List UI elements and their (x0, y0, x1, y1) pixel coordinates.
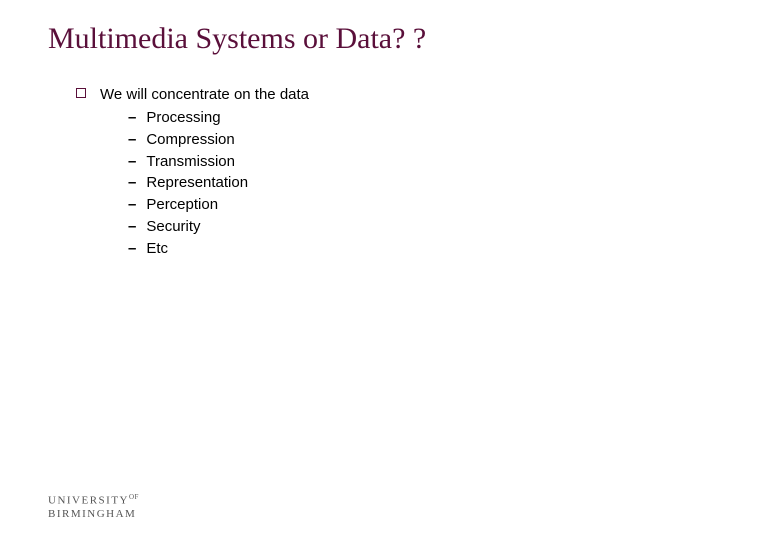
bullet-item: We will concentrate on the data (76, 84, 732, 105)
list-item: – Representation (128, 172, 732, 194)
dash-icon: – (128, 216, 136, 238)
lead-text: We will concentrate on the data (100, 84, 309, 105)
logo-of: OF (129, 493, 139, 501)
list-item-label: Security (146, 216, 200, 238)
list-item: – Security (128, 216, 732, 238)
dash-icon: – (128, 107, 136, 129)
logo-university: UNIVERSITY (48, 495, 129, 507)
list-item-label: Transmission (146, 151, 235, 173)
list-item-label: Etc (146, 238, 168, 260)
slide-title: Multimedia Systems or Data? ? (48, 22, 732, 56)
university-logo: UNIVERSITYOF BIRMINGHAM (48, 493, 139, 520)
list-item-label: Processing (146, 107, 220, 129)
list-item-label: Perception (146, 194, 218, 216)
list-item: – Etc (128, 238, 732, 260)
dash-icon: – (128, 172, 136, 194)
list-item-label: Representation (146, 172, 248, 194)
slide-content: We will concentrate on the data – Proces… (48, 84, 732, 259)
list-item: – Transmission (128, 151, 732, 173)
sublist: – Processing – Compression – Transmissio… (76, 107, 732, 259)
dash-icon: – (128, 129, 136, 151)
dash-icon: – (128, 151, 136, 173)
dash-icon: – (128, 238, 136, 260)
list-item-label: Compression (146, 129, 234, 151)
list-item: – Perception (128, 194, 732, 216)
dash-icon: – (128, 194, 136, 216)
list-item: – Compression (128, 129, 732, 151)
square-bullet-icon (76, 88, 86, 98)
logo-line-1: UNIVERSITYOF (48, 493, 139, 507)
slide: Multimedia Systems or Data? ? We will co… (0, 0, 780, 540)
logo-line-2: BIRMINGHAM (48, 508, 139, 520)
list-item: – Processing (128, 107, 732, 129)
